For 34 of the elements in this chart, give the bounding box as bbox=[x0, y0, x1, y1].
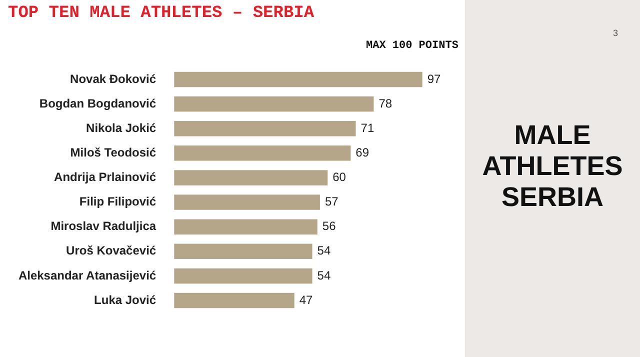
bar bbox=[174, 219, 318, 234]
data-label: 71 bbox=[360, 120, 374, 135]
y-tick-label: Andrija Prlainović bbox=[54, 170, 156, 184]
y-tick-label: Nikola Jokić bbox=[86, 120, 156, 135]
y-tick-label: Uroš Kovačević bbox=[66, 244, 156, 258]
data-label: 54 bbox=[317, 268, 331, 282]
data-label: 54 bbox=[317, 244, 331, 258]
y-tick-label: Filip Filipović bbox=[79, 194, 156, 209]
data-label: 97 bbox=[427, 72, 441, 86]
bar bbox=[174, 72, 422, 88]
bar bbox=[174, 244, 312, 260]
y-tick-label: Novak Đoković bbox=[70, 72, 156, 86]
y-tick-label: Miloš Teodosić bbox=[70, 145, 156, 160]
data-label: 60 bbox=[332, 170, 346, 184]
text: MALE ATHLETES SERBIA bbox=[481, 120, 624, 214]
data-label: 69 bbox=[356, 145, 370, 160]
y-tick-label: Miroslav Raduljica bbox=[50, 219, 156, 234]
bar bbox=[174, 146, 351, 161]
bar bbox=[174, 120, 356, 136]
text: MAX 100 POINTS bbox=[366, 40, 458, 52]
text: 3 bbox=[613, 28, 618, 38]
bar bbox=[174, 96, 374, 112]
y-tick-label: Aleksandar Atanasijević bbox=[18, 268, 156, 282]
chart-title: TOP TEN MALE ATHLETES – SERBIA bbox=[8, 4, 314, 23]
bar bbox=[174, 194, 320, 210]
y-tick-label: Bogdan Bogdanović bbox=[39, 96, 156, 110]
y-tick-label: Luka Jović bbox=[94, 292, 156, 307]
bar bbox=[174, 268, 312, 284]
data-label: 57 bbox=[324, 194, 339, 209]
data-label: 78 bbox=[378, 96, 392, 110]
bar bbox=[174, 292, 294, 308]
data-label: 56 bbox=[322, 219, 336, 234]
bar bbox=[174, 170, 328, 186]
data-label: 47 bbox=[299, 292, 314, 307]
